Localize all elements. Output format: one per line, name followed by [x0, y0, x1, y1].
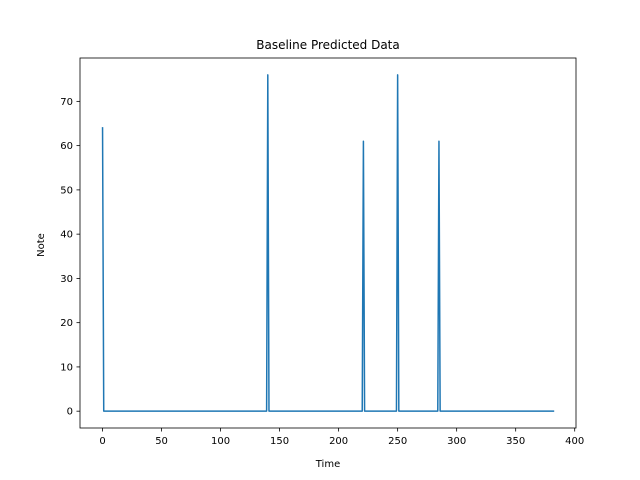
x-tick-label: 50 — [155, 436, 168, 447]
y-tick-label: 50 — [60, 185, 73, 196]
x-tick-label: 400 — [565, 436, 584, 447]
y-tick-label: 30 — [60, 274, 73, 285]
x-tick-label: 300 — [447, 436, 466, 447]
y-tick-label: 60 — [60, 141, 73, 152]
x-axis-label: Time — [315, 459, 340, 470]
y-axis-ticks: 0 10 20 30 40 50 60 70 — [60, 97, 80, 418]
y-tick-label: 40 — [60, 230, 73, 241]
axes-frame — [79, 57, 577, 429]
x-tick-label: 200 — [329, 436, 348, 447]
y-tick-label: 70 — [60, 97, 73, 108]
y-tick-label: 20 — [60, 318, 73, 329]
x-tick-label: 250 — [388, 436, 407, 447]
x-tick-label: 150 — [270, 436, 289, 447]
y-tick-label: 10 — [60, 362, 73, 373]
x-tick-label: 0 — [99, 436, 105, 447]
x-axis-ticks: 0 50 100 150 200 250 300 350 400 — [99, 428, 584, 447]
x-tick-label: 350 — [506, 436, 525, 447]
chart-title: Baseline Predicted Data — [256, 38, 400, 52]
x-tick-label: 100 — [211, 436, 230, 447]
series-line — [101, 74, 555, 412]
y-axis-label: Note — [36, 233, 47, 257]
plot-area — [101, 74, 555, 412]
y-tick-label: 0 — [67, 407, 73, 418]
